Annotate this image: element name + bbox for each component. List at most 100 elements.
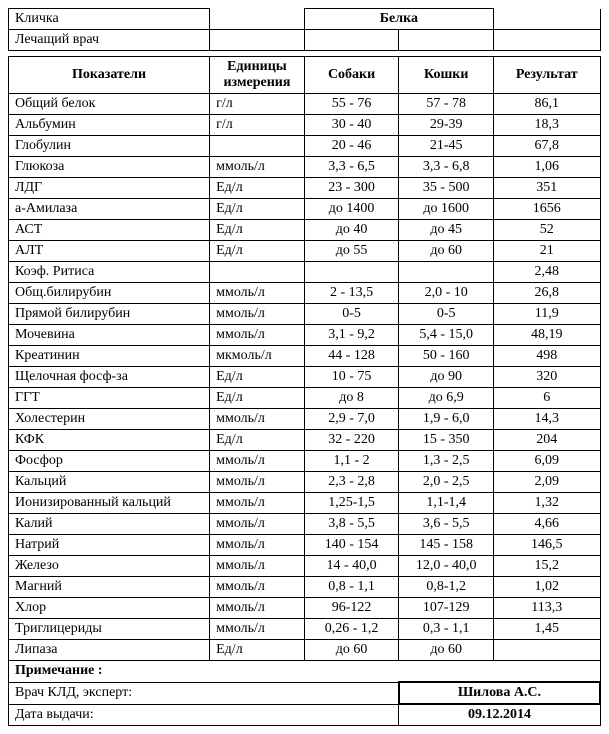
cell-dogs: до 1400 xyxy=(304,199,399,220)
cell-dogs: 55 - 76 xyxy=(304,94,399,115)
cell-cats: до 90 xyxy=(399,367,494,388)
cell-indicator: Глобулин xyxy=(9,136,210,157)
cell-unit: ммоль/л xyxy=(210,598,305,619)
cell-cats: 3,6 - 5,5 xyxy=(399,514,494,535)
cell-indicator: Коэф. Ритиса xyxy=(9,262,210,283)
cell-unit: ммоль/л xyxy=(210,472,305,493)
cell-dogs: 2,3 - 2,8 xyxy=(304,472,399,493)
cell-cats: 3,3 - 6,8 xyxy=(399,157,494,178)
cell-unit: Ед/л xyxy=(210,640,305,661)
note-label: Примечание : xyxy=(9,661,601,683)
table-row: Общ.билирубинммоль/л2 - 13,52,0 - 1026,8 xyxy=(9,283,601,304)
cell-cats: 15 - 350 xyxy=(399,430,494,451)
cell-indicator: Железо xyxy=(9,556,210,577)
cell-unit: ммоль/л xyxy=(210,451,305,472)
cell-cats: 1,1-1,4 xyxy=(399,493,494,514)
cell-result: 146,5 xyxy=(494,535,601,556)
nickname-value: Белка xyxy=(304,9,493,30)
cell-indicator: Липаза xyxy=(9,640,210,661)
cell-cats: до 6,9 xyxy=(399,388,494,409)
cell-indicator: Глюкоза xyxy=(9,157,210,178)
table-row: АЛТЕд/лдо 55до 6021 xyxy=(9,241,601,262)
cell-dogs: 20 - 46 xyxy=(304,136,399,157)
cell-indicator: Щелочная фосф-за xyxy=(9,367,210,388)
cell-cats: до 45 xyxy=(399,220,494,241)
table-row: Мочевинаммоль/л3,1 - 9,25,4 - 15,048,19 xyxy=(9,325,601,346)
cell-result: 204 xyxy=(494,430,601,451)
table-row: Натрийммоль/л140 - 154145 - 158146,5 xyxy=(9,535,601,556)
cell-indicator: Магний xyxy=(9,577,210,598)
cell-dogs: 3,3 - 6,5 xyxy=(304,157,399,178)
cell-unit: ммоль/л xyxy=(210,304,305,325)
cell-cats xyxy=(399,262,494,283)
date-label: Дата выдачи: xyxy=(9,704,399,726)
cell-unit: г/л xyxy=(210,94,305,115)
cell-cats: до 1600 xyxy=(399,199,494,220)
cell-cats: 1,3 - 2,5 xyxy=(399,451,494,472)
cell-cats: 29-39 xyxy=(399,115,494,136)
cell-result: 1,32 xyxy=(494,493,601,514)
cell-cats: 12,0 - 40,0 xyxy=(399,556,494,577)
cell-result xyxy=(494,640,601,661)
col-result: Результат xyxy=(494,57,601,94)
cell-indicator: Фосфор xyxy=(9,451,210,472)
cell-unit: ммоль/л xyxy=(210,514,305,535)
table-row: Коэф. Ритиса2,48 xyxy=(9,262,601,283)
cell-cats: 0-5 xyxy=(399,304,494,325)
cell-dogs: 23 - 300 xyxy=(304,178,399,199)
cell-cats: до 60 xyxy=(399,241,494,262)
cell-result: 4,66 xyxy=(494,514,601,535)
table-row: Триглицеридыммоль/л0,26 - 1,20,3 - 1,11,… xyxy=(9,619,601,640)
cell-indicator: а-Амилаза xyxy=(9,199,210,220)
cell-indicator: Триглицериды xyxy=(9,619,210,640)
cell-result: 15,2 xyxy=(494,556,601,577)
cell-result: 21 xyxy=(494,241,601,262)
cell-result: 52 xyxy=(494,220,601,241)
cell-unit: ммоль/л xyxy=(210,577,305,598)
cell-dogs: до 60 xyxy=(304,640,399,661)
cell-indicator: Креатинин xyxy=(9,346,210,367)
table-row: Альбуминг/л30 - 4029-3918,3 xyxy=(9,115,601,136)
cell-unit: ммоль/л xyxy=(210,325,305,346)
cell-cats: 50 - 160 xyxy=(399,346,494,367)
table-row: Ионизированный кальцийммоль/л1,25-1,51,1… xyxy=(9,493,601,514)
table-row: Общий белокг/л55 - 7657 - 7886,1 xyxy=(9,94,601,115)
table-row: Хлорммоль/л96-122107-129113,3 xyxy=(9,598,601,619)
col-cats: Кошки xyxy=(399,57,494,94)
cell-dogs: 2 - 13,5 xyxy=(304,283,399,304)
cell-dogs: 1,25-1,5 xyxy=(304,493,399,514)
cell-unit: ммоль/л xyxy=(210,409,305,430)
cell-cats: 2,0 - 2,5 xyxy=(399,472,494,493)
cell-dogs: до 40 xyxy=(304,220,399,241)
cell-result: 2,09 xyxy=(494,472,601,493)
cell-unit: г/л xyxy=(210,115,305,136)
expert-label: Врач КЛД, эксперт: xyxy=(9,682,399,704)
cell-dogs: 14 - 40,0 xyxy=(304,556,399,577)
cell-dogs: 0-5 xyxy=(304,304,399,325)
cell-unit: Ед/л xyxy=(210,241,305,262)
cell-unit: ммоль/л xyxy=(210,556,305,577)
cell-result: 14,3 xyxy=(494,409,601,430)
cell-unit: ммоль/л xyxy=(210,619,305,640)
cell-dogs: 140 - 154 xyxy=(304,535,399,556)
cell-dogs: 44 - 128 xyxy=(304,346,399,367)
cell-dogs: 10 - 75 xyxy=(304,367,399,388)
cell-result: 498 xyxy=(494,346,601,367)
cell-cats: 107-129 xyxy=(399,598,494,619)
cell-dogs: 3,1 - 9,2 xyxy=(304,325,399,346)
cell-result: 6 xyxy=(494,388,601,409)
cell-cats: 2,0 - 10 xyxy=(399,283,494,304)
cell-cats: 0,3 - 1,1 xyxy=(399,619,494,640)
cell-unit: Ед/л xyxy=(210,430,305,451)
cell-cats: 1,9 - 6,0 xyxy=(399,409,494,430)
cell-unit: ммоль/л xyxy=(210,157,305,178)
cell-unit: Ед/л xyxy=(210,388,305,409)
cell-result: 48,19 xyxy=(494,325,601,346)
cell-unit: мкмоль/л xyxy=(210,346,305,367)
cell-dogs: 0,26 - 1,2 xyxy=(304,619,399,640)
cell-result: 1656 xyxy=(494,199,601,220)
cell-indicator: Кальций xyxy=(9,472,210,493)
cell-cats: 57 - 78 xyxy=(399,94,494,115)
cell-result: 18,3 xyxy=(494,115,601,136)
table-row: АСТЕд/лдо 40до 4552 xyxy=(9,220,601,241)
